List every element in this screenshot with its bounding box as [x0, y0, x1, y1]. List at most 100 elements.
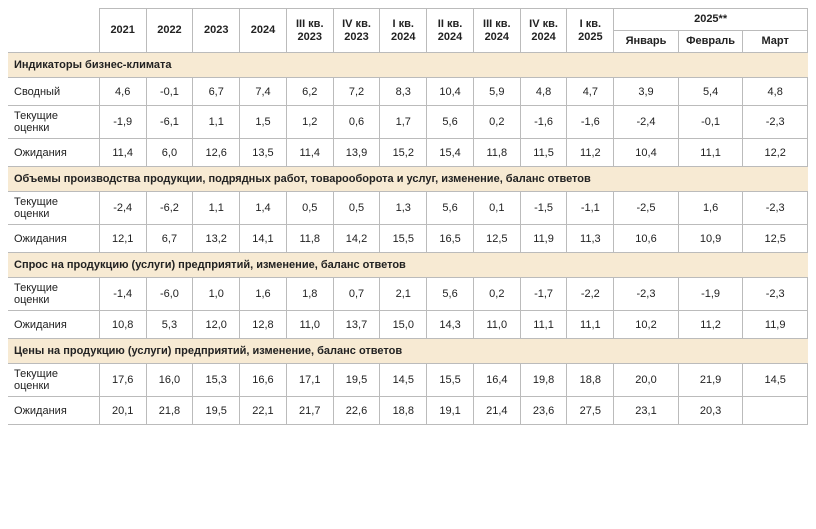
cell: 11,2	[567, 139, 614, 167]
cell: 19,8	[520, 364, 567, 397]
cell: 6,2	[286, 78, 333, 106]
table-row: Текущие оценки-1,9-6,11,11,51,20,61,75,6…	[8, 106, 808, 139]
section-header: Объемы производства продукции, подрядных…	[8, 167, 808, 192]
data-table: 2021 2022 2023 2024 III кв. 2023 IV кв. …	[8, 8, 808, 425]
table-header: 2021 2022 2023 2024 III кв. 2023 IV кв. …	[8, 9, 808, 53]
cell: 10,6	[614, 225, 679, 253]
table-row: Ожидания11,46,012,613,511,413,915,215,41…	[8, 139, 808, 167]
cell: 14,5	[743, 364, 808, 397]
cell: 1,1	[193, 192, 240, 225]
row-label: Текущие оценки	[8, 192, 99, 225]
cell: 12,0	[193, 311, 240, 339]
cell: 16,5	[427, 225, 474, 253]
header-quarter-2: I кв. 2024	[380, 9, 427, 53]
table-row: Текущие оценки-2,4-6,21,11,40,50,51,35,6…	[8, 192, 808, 225]
cell	[743, 397, 808, 425]
cell: 6,7	[193, 78, 240, 106]
cell: -2,5	[614, 192, 679, 225]
cell: -2,3	[743, 106, 808, 139]
cell: 4,7	[567, 78, 614, 106]
cell: 17,1	[286, 364, 333, 397]
cell: 7,4	[240, 78, 287, 106]
cell: 11,9	[520, 225, 567, 253]
cell: 15,2	[380, 139, 427, 167]
cell: 0,5	[286, 192, 333, 225]
cell: 7,2	[333, 78, 380, 106]
cell: 0,1	[473, 192, 520, 225]
cell: 12,5	[743, 225, 808, 253]
cell: 1,5	[240, 106, 287, 139]
cell: 13,5	[240, 139, 287, 167]
cell: -2,2	[567, 278, 614, 311]
header-quarter-3: II кв. 2024	[427, 9, 474, 53]
cell: 12,2	[743, 139, 808, 167]
table-row: Сводный4,6-0,16,77,46,27,28,310,45,94,84…	[8, 78, 808, 106]
cell: 19,5	[193, 397, 240, 425]
cell: 5,6	[427, 278, 474, 311]
section-header: Спрос на продукцию (услуги) предприятий,…	[8, 253, 808, 278]
header-months-group: 2025**	[614, 9, 808, 31]
row-label: Ожидания	[8, 225, 99, 253]
header-quarter-4: III кв. 2024	[473, 9, 520, 53]
cell: -2,4	[99, 192, 146, 225]
header-year-1: 2022	[146, 9, 193, 53]
cell: 1,6	[678, 192, 743, 225]
cell: 13,9	[333, 139, 380, 167]
cell: 11,1	[567, 311, 614, 339]
header-year-2: 2023	[193, 9, 240, 53]
cell: 14,1	[240, 225, 287, 253]
cell: 10,2	[614, 311, 679, 339]
cell: 15,4	[427, 139, 474, 167]
cell: 23,1	[614, 397, 679, 425]
cell: 6,0	[146, 139, 193, 167]
header-month-0: Январь	[614, 31, 679, 53]
header-blank	[8, 9, 99, 53]
header-month-2: Март	[743, 31, 808, 53]
header-quarter-0: III кв. 2023	[286, 9, 333, 53]
row-label: Текущие оценки	[8, 106, 99, 139]
cell: 13,7	[333, 311, 380, 339]
header-quarter-6: I кв. 2025	[567, 9, 614, 53]
cell: 16,6	[240, 364, 287, 397]
cell: 11,3	[567, 225, 614, 253]
cell: 0,2	[473, 278, 520, 311]
cell: 17,6	[99, 364, 146, 397]
cell: 1,8	[286, 278, 333, 311]
table-row: Ожидания20,121,819,522,121,722,618,819,1…	[8, 397, 808, 425]
cell: 3,9	[614, 78, 679, 106]
cell: -1,4	[99, 278, 146, 311]
header-year-0: 2021	[99, 9, 146, 53]
cell: 4,8	[520, 78, 567, 106]
cell: 14,5	[380, 364, 427, 397]
section-header: Индикаторы бизнес-климата	[8, 53, 808, 78]
cell: -2,3	[743, 278, 808, 311]
cell: -0,1	[146, 78, 193, 106]
cell: 14,3	[427, 311, 474, 339]
cell: 1,7	[380, 106, 427, 139]
cell: 11,1	[520, 311, 567, 339]
cell: 0,5	[333, 192, 380, 225]
cell: -6,2	[146, 192, 193, 225]
table-row: Ожидания10,85,312,012,811,013,715,014,31…	[8, 311, 808, 339]
cell: 15,5	[380, 225, 427, 253]
table-row: Текущие оценки-1,4-6,01,01,61,80,72,15,6…	[8, 278, 808, 311]
cell: -2,3	[614, 278, 679, 311]
cell: 0,6	[333, 106, 380, 139]
cell: 22,1	[240, 397, 287, 425]
cell: 0,2	[473, 106, 520, 139]
cell: 21,9	[678, 364, 743, 397]
cell: 11,2	[678, 311, 743, 339]
section-title: Индикаторы бизнес-климата	[8, 53, 808, 78]
cell: 0,7	[333, 278, 380, 311]
row-label: Ожидания	[8, 139, 99, 167]
cell: -1,1	[567, 192, 614, 225]
cell: 11,0	[473, 311, 520, 339]
row-label: Сводный	[8, 78, 99, 106]
cell: 27,5	[567, 397, 614, 425]
cell: 22,6	[333, 397, 380, 425]
cell: 11,8	[286, 225, 333, 253]
table-body: Индикаторы бизнес-климатаСводный4,6-0,16…	[8, 53, 808, 425]
section-header: Цены на продукцию (услуги) предприятий, …	[8, 339, 808, 364]
cell: 18,8	[567, 364, 614, 397]
cell: 2,1	[380, 278, 427, 311]
